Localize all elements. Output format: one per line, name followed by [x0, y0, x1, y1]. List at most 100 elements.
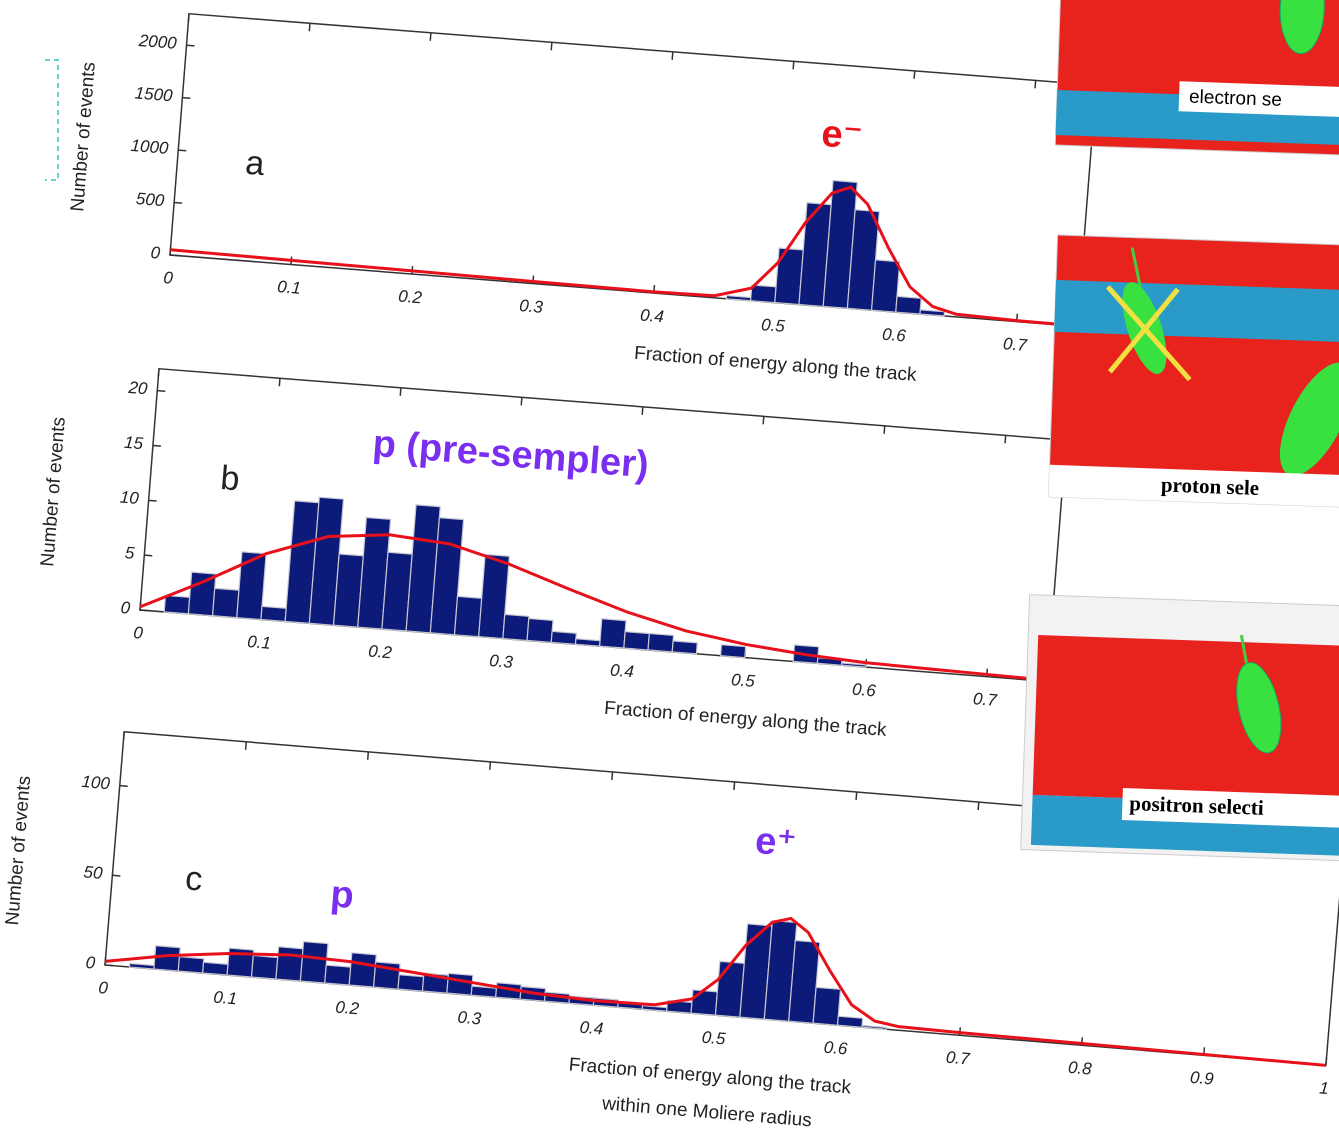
histogram-bar — [749, 284, 777, 304]
shower — [1279, 0, 1325, 55]
y-tick — [178, 149, 187, 152]
histogram-bar — [870, 259, 901, 313]
x-tick-top — [399, 387, 402, 396]
x-tick-label: 0.4 — [610, 661, 635, 682]
histogram-bar — [236, 551, 267, 621]
x-tick-top — [244, 741, 248, 750]
x-tick-top — [1034, 80, 1037, 89]
y-tick — [152, 444, 161, 447]
x-tick-top — [641, 406, 644, 415]
image-caption: positron selecti — [1129, 791, 1264, 820]
histogram-bar — [211, 587, 240, 619]
x-tick-label: 0.1 — [213, 988, 238, 1009]
x-tick-label: 0.6 — [881, 325, 907, 346]
histogram-bar — [446, 972, 474, 996]
y-tick-label: 50 — [83, 862, 104, 883]
x-tick-top — [611, 771, 614, 780]
histogram-bar — [690, 989, 719, 1016]
fit-curve — [170, 185, 1078, 328]
x-tick-top — [366, 751, 370, 760]
track — [1239, 634, 1249, 668]
y-tick — [144, 554, 153, 557]
histogram-bar — [453, 595, 483, 638]
y-tick-label: 0 — [85, 953, 97, 973]
x-tick-label: 0.1 — [277, 277, 302, 298]
x-tick-top — [520, 397, 523, 406]
y-tick-label: 15 — [123, 433, 144, 453]
x-tick-label: 0.5 — [701, 1028, 727, 1049]
event-display-positron: positron selecti — [1020, 594, 1339, 862]
x-tick-label: 0.6 — [851, 680, 877, 701]
histogram-bar — [324, 964, 352, 986]
histogram-bar — [812, 986, 842, 1026]
dashed-guide — [45, 59, 59, 181]
caption-box — [1121, 788, 1339, 828]
histogram-bar — [275, 946, 304, 982]
shower — [1236, 662, 1282, 754]
event-display-proton: proton sele — [1047, 234, 1339, 508]
x-tick-label: 0 — [133, 623, 144, 643]
histogram-bar — [250, 954, 279, 980]
x-tick-top — [733, 781, 736, 791]
y-tick — [157, 389, 166, 393]
y-tick-label: 100 — [81, 772, 111, 793]
y-tick — [139, 609, 149, 612]
x-tick-label: 0.3 — [457, 1008, 483, 1029]
image-caption: proton sele — [1161, 473, 1260, 500]
y-tick-label: 0 — [150, 243, 161, 263]
x-tick-label: 0 — [163, 268, 174, 288]
y-tick — [148, 499, 157, 502]
x-tick-label: 0.5 — [760, 315, 786, 336]
annotation: e⁺ — [754, 820, 799, 865]
veto-cross — [1105, 285, 1192, 382]
y-tick-label: 500 — [135, 189, 165, 210]
y-tick-label: 10 — [119, 488, 140, 508]
x-tick-label: 0.7 — [1002, 334, 1028, 355]
x-tick-top — [278, 378, 281, 387]
histogram-bar — [478, 553, 510, 640]
x-tick-top — [883, 425, 886, 434]
x-tick-label: 0.3 — [489, 651, 515, 672]
histogram-bar — [788, 939, 821, 1024]
x-tick-label: 0.4 — [579, 1018, 604, 1039]
panel-label: c — [184, 859, 204, 898]
histogram-bar — [348, 952, 377, 988]
histogram-bar — [836, 1015, 864, 1028]
x-tick-label: 0.3 — [519, 296, 545, 317]
x-tick-label: 1 — [1319, 1078, 1330, 1098]
annotation: e⁻ — [820, 113, 864, 158]
histogram-bar — [719, 644, 747, 659]
x-tick-label: 0.2 — [398, 287, 424, 308]
y-tick-label: 5 — [124, 543, 135, 563]
y-tick-label: 1000 — [130, 136, 170, 158]
y-tick — [169, 254, 179, 257]
y-tick — [186, 44, 195, 47]
x-tick-top — [489, 761, 492, 770]
x-tick-label: 0 — [98, 978, 110, 998]
y-tick — [119, 784, 128, 788]
x-tick-top — [855, 791, 858, 801]
x-tick-top — [122, 731, 125, 740]
y-tick-label: 20 — [127, 378, 149, 399]
histogram-bar — [895, 295, 922, 315]
x-tick-label: 0.9 — [1189, 1068, 1215, 1089]
x-tick-label: 0.2 — [368, 642, 394, 663]
histogram-bar — [177, 956, 205, 974]
x-tick-top — [1004, 435, 1007, 444]
x-tick-label: 0.1 — [247, 632, 272, 653]
annotation: p — [329, 873, 356, 917]
panel-label: b — [219, 459, 241, 498]
caption-box — [1048, 464, 1339, 508]
x-tick-top — [671, 51, 674, 60]
x-tick-top — [550, 42, 553, 51]
y-tick — [104, 964, 114, 967]
histogram-bar — [623, 630, 650, 651]
histogram-bar — [202, 961, 229, 976]
x-tick-label: 0.6 — [823, 1038, 849, 1059]
histogram-bar — [550, 630, 577, 645]
histogram-bar — [397, 974, 425, 992]
x-tick-top — [913, 70, 916, 79]
x-tick-top — [977, 801, 980, 811]
